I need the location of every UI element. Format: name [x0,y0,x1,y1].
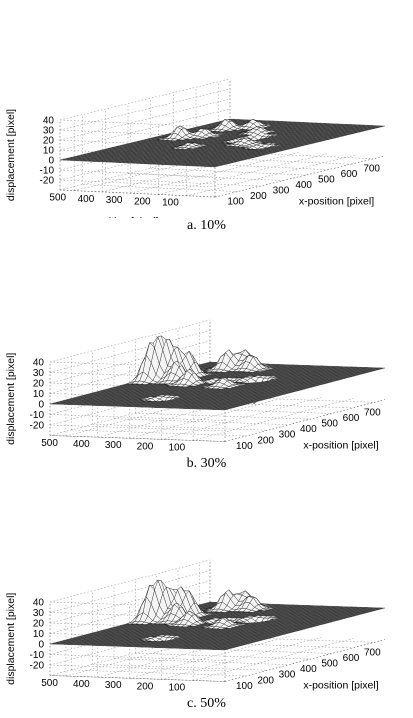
x-tick-label: 700 [363,164,380,175]
x-axis-label: x-position [pixel] [303,439,378,451]
panel-caption: b. 30% [186,456,227,471]
z-tick-label: 20 [33,379,45,390]
x-tick-label: 500 [318,175,335,186]
z-tick-label: 10 [43,146,55,157]
surface-panel-30pct: -20 -10 0 10 20 30 40 100 200 300 400 500 600 700 100 2… [0,240,413,478]
x-tick-label: 200 [250,191,267,202]
y-tick-label: 500 [41,438,58,449]
x-tick-label: 100 [236,681,253,692]
panel-caption: c. 50% [187,696,226,711]
surface-mesh [49,579,386,651]
x-tick-label: 300 [273,186,290,197]
y-tick-label: 100 [168,442,185,453]
x-axis-label: x-position [pixel] [303,679,378,691]
z-tick-label: 30 [33,368,45,379]
x-tick-label: 700 [364,647,381,658]
y-tick-label: 100 [162,198,179,209]
z-tick-label: -20 [30,661,45,672]
z-tick-label: 40 [33,598,45,609]
surface-panel-50pct: -20 -10 0 10 20 30 40 100 200 300 400 500 600 700 100 2… [0,480,413,718]
z-tick-label: 30 [33,608,45,619]
z-tick-label: -20 [40,176,55,187]
x-tick-label: 400 [295,180,312,191]
x-tick-label: 100 [236,441,253,452]
z-tick-label: 10 [33,629,45,640]
z-tick-label: 40 [43,116,55,127]
z-tick-label: 10 [33,389,45,400]
y-tick-label: 300 [106,195,123,206]
z-tick-label: 20 [33,619,45,630]
x-tick-label: 400 [300,664,317,675]
y-tick-label: 400 [73,679,90,690]
z-tick-label: 0 [38,400,44,411]
x-tick-label: 600 [343,413,360,424]
surface-panel-10pct: -20 -10 0 10 20 30 40 100 200 300 400 500 600 700 100 2… [0,0,413,238]
y-tick-label: 400 [78,194,95,205]
x-tick-label: 300 [279,430,296,441]
z-tick-label: 0 [48,156,54,167]
z-tick-label: -10 [30,410,45,421]
y-tick-label: 500 [49,193,66,204]
panel-caption: a. 10% [187,218,226,233]
y-axis-label: y-position [pixel] [83,216,158,218]
x-tick-label: 500 [321,659,338,670]
x-axis-label: x-position [pixel] [299,195,374,207]
z-axis-label: displacement [pixel] [5,353,17,445]
y-tick-label: 200 [134,196,151,207]
z-tick-label: 0 [38,640,44,651]
y-tick-label: 100 [168,682,185,693]
x-tick-label: 100 [227,197,244,208]
y-tick-label: 500 [41,678,58,689]
z-tick-label: -10 [40,166,55,177]
y-tick-label: 300 [105,440,122,451]
x-tick-label: 400 [300,424,317,435]
surface-mesh [49,335,386,411]
z-tick-label: -20 [30,421,45,432]
y-tick-label: 400 [73,439,90,450]
x-tick-label: 600 [341,169,358,180]
x-tick-label: 500 [321,419,338,430]
axes-frame [49,320,386,442]
z-tick-label: 30 [43,126,55,137]
x-tick-label: 200 [257,435,274,446]
x-tick-label: 600 [343,653,360,664]
x-tick-label: 700 [364,407,381,418]
z-tick-label: 40 [33,358,45,369]
y-tick-label: 200 [137,441,154,452]
z-tick-label: 20 [43,136,55,147]
z-axis-label: displacement [pixel] [5,109,17,201]
x-tick-label: 300 [279,670,296,681]
axes-frame [49,560,386,682]
z-tick-label: -10 [30,650,45,661]
z-axis-label: displacement [pixel] [5,593,17,685]
x-tick-label: 200 [257,675,274,686]
surface-mesh [59,118,386,168]
y-tick-label: 200 [137,681,154,692]
y-tick-label: 300 [105,680,122,691]
